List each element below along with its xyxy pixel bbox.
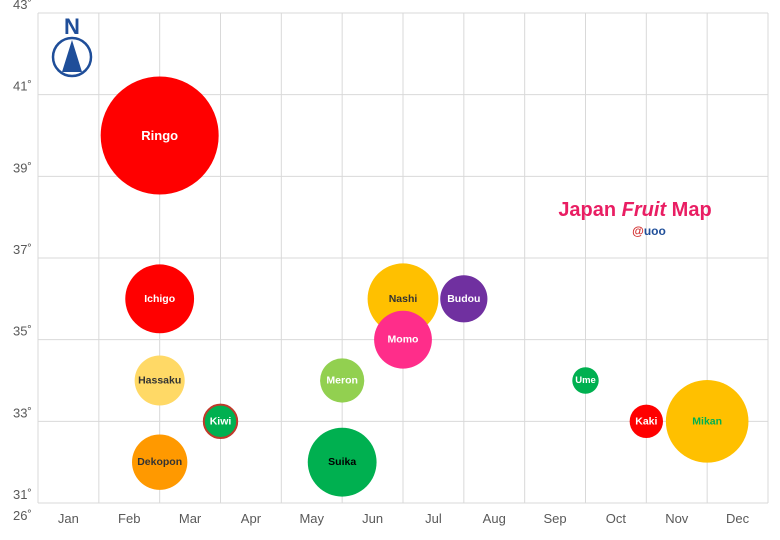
x-tick-label: Nov xyxy=(665,511,689,526)
bubble-suika: Suika xyxy=(307,427,377,497)
bubble-label: Ringo xyxy=(141,128,178,143)
bubble-mark xyxy=(367,263,439,335)
y-tick-label: 41˚ xyxy=(13,79,32,94)
bubble-meron: Meron xyxy=(320,358,365,403)
y-tick-label: 37˚ xyxy=(13,242,32,257)
bubble-mark xyxy=(131,434,188,490)
corner-label: 26˚ xyxy=(13,508,32,523)
bubble-budou: Budou xyxy=(440,275,488,323)
x-tick-label: Jan xyxy=(58,511,79,526)
x-tick-label: Aug xyxy=(483,511,506,526)
bubble-mark xyxy=(572,367,599,394)
bubble-label: Kaki xyxy=(635,415,657,427)
bubble-nashi: Nashi xyxy=(367,263,439,335)
x-tick-label: Dec xyxy=(726,511,750,526)
bubble-mark xyxy=(665,380,749,463)
bubble-ringo: Ringo xyxy=(100,76,219,195)
x-tick-label: Jun xyxy=(362,511,383,526)
bubble-label: Ichigo xyxy=(144,293,175,305)
bubble-mark xyxy=(307,427,377,497)
bubble-mark xyxy=(202,403,239,440)
bubble-kiwi: Kiwi xyxy=(202,403,239,440)
bubble-label: Momo xyxy=(388,334,419,346)
bubble-hassaku: Hassaku xyxy=(134,355,185,406)
compass-letter: N xyxy=(64,14,80,39)
bubble-mark xyxy=(125,264,195,334)
bubble-label: Suika xyxy=(328,456,356,468)
bubble-momo: Momo xyxy=(374,310,432,369)
bubble-mark xyxy=(440,275,488,323)
y-tick-label: 33˚ xyxy=(13,405,32,420)
x-tick-label: Feb xyxy=(118,511,140,526)
bubble-mikan: Mikan xyxy=(665,380,749,463)
bubble-mark xyxy=(629,404,664,439)
title-part-3: Map xyxy=(666,199,712,221)
axes: 31˚ 33˚ 35˚ 37˚ 39˚ 41˚ 43˚ 26˚ Jan Feb Mar Apr May J… xyxy=(13,0,750,526)
chart-subtitle: @uoo xyxy=(632,224,666,238)
bubble-ichigo: Ichigo xyxy=(125,264,195,334)
x-tick-label: Oct xyxy=(606,511,627,526)
bubble-mark xyxy=(134,355,185,406)
bubbles: Ringo Ichigo Hassaku Dekopon Kiwi Meron Suika N… xyxy=(100,76,749,497)
bubble-mark xyxy=(320,358,365,403)
bubble-label: Meron xyxy=(326,375,358,387)
bubble-dekopon: Dekopon xyxy=(131,434,188,490)
bubble-kaki: Kaki xyxy=(629,404,664,439)
x-tick-label: Apr xyxy=(241,511,262,526)
title-part-2: Fruit xyxy=(622,199,668,221)
bubble-label: Ume xyxy=(575,375,596,386)
subtitle-part-2: uoo xyxy=(644,224,666,238)
bubble-mark xyxy=(100,76,219,195)
y-tick-label: 43˚ xyxy=(13,0,32,12)
chart-title: Japan Fruit Map xyxy=(558,199,711,221)
x-tick-label: Sep xyxy=(544,511,567,526)
y-tick-label: 35˚ xyxy=(13,324,32,339)
y-tick-label: 31˚ xyxy=(13,487,32,502)
bubble-label: Kiwi xyxy=(210,415,232,427)
y-tick-label: 39˚ xyxy=(13,160,32,175)
bubble-label: Nashi xyxy=(389,293,418,305)
compass-icon: N xyxy=(51,14,93,78)
x-tick-label: May xyxy=(299,511,324,526)
bubble-ume: Ume xyxy=(572,367,599,394)
bubble-label: Mikan xyxy=(692,415,722,427)
bubble-label: Hassaku xyxy=(138,375,181,387)
x-tick-label: Jul xyxy=(425,511,442,526)
x-tick-label: Mar xyxy=(179,511,202,526)
title-part-1: Japan xyxy=(558,199,621,221)
bubble-label: Dekopon xyxy=(137,456,182,468)
bubble-label: Budou xyxy=(447,293,480,305)
bubble-mark xyxy=(374,310,432,369)
subtitle-part-1: @ xyxy=(632,224,644,238)
